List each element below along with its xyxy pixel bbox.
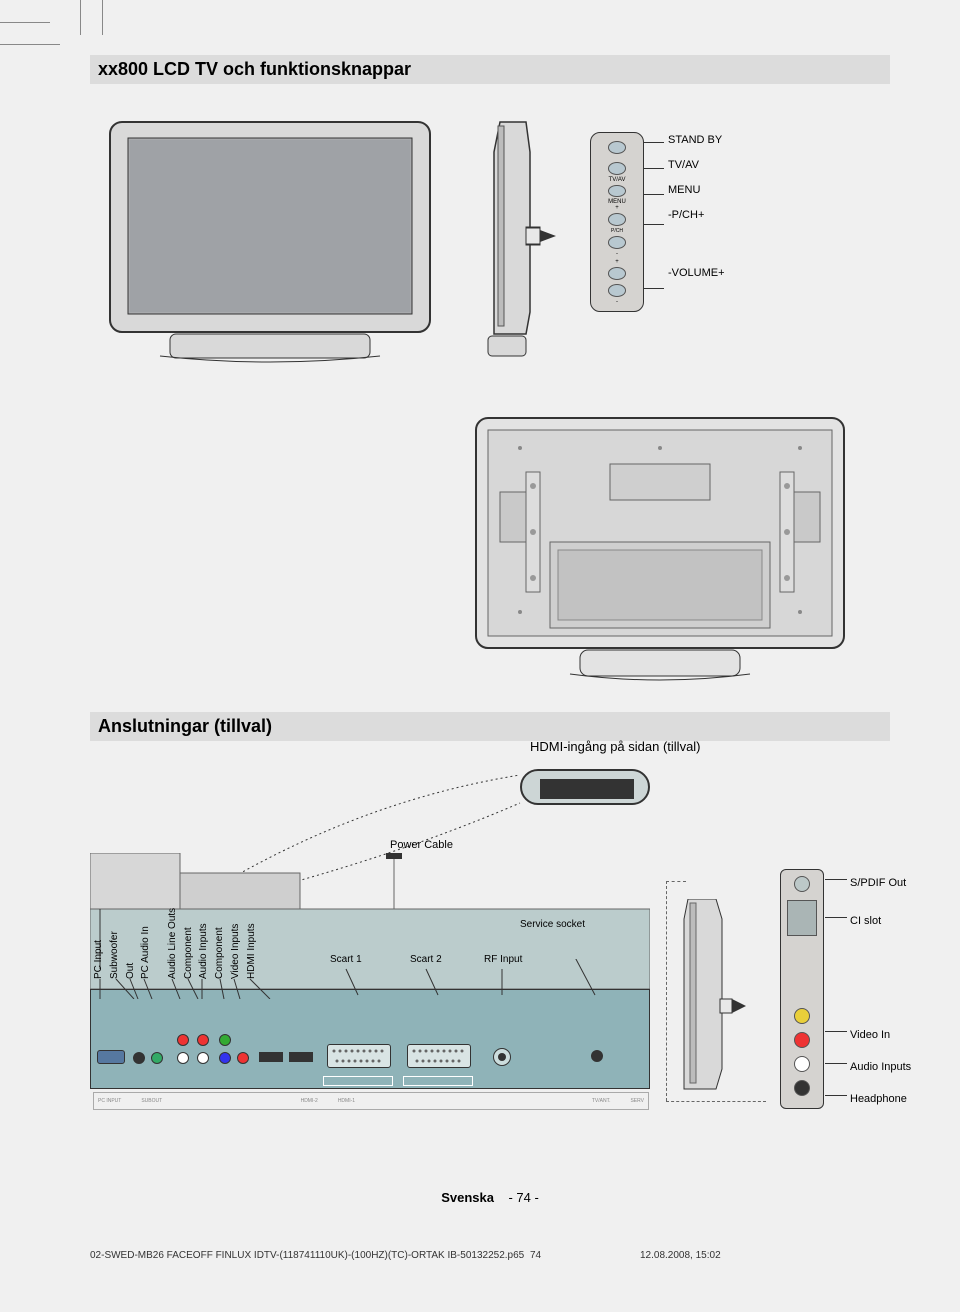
standby-label: STAND BY (668, 134, 725, 146)
leader (825, 1095, 847, 1096)
leader (825, 879, 847, 880)
rf-label: RF Input (484, 954, 522, 965)
vlabel-video-inputs: Video Inputs (230, 889, 241, 979)
crop-mark (102, 0, 103, 35)
heading-2: Anslutningar (tillval) (90, 712, 890, 741)
vlabel-subwoofer: Subwoofer (109, 889, 120, 979)
leader (644, 142, 664, 143)
vlabel-comp-video: Component (214, 889, 225, 979)
plus-label: + (615, 205, 619, 211)
pch-label: -P/CH+ (668, 209, 725, 221)
spdif-jack-icon (794, 876, 810, 892)
spdif-label: S/PDIF Out (850, 877, 906, 889)
tvav-inline-label: TV/AV (609, 177, 626, 183)
tv-back-diagram (470, 412, 850, 692)
hdmi-port-diagram (520, 769, 650, 805)
page-content: xx800 LCD TV och funktionsknappar (90, 55, 890, 1189)
tv-front-diagram (100, 112, 440, 372)
section-line (666, 881, 667, 1101)
pch-button-icon (608, 213, 626, 226)
vertical-labels: PC Input Subwoofer Out PC Audio In Audio… (92, 889, 258, 982)
pch-inline-label: P/CH (611, 228, 623, 234)
vlabel-audio-inputs: Audio Inputs (198, 889, 209, 979)
leader (644, 168, 664, 169)
tvav-button-icon (608, 162, 626, 175)
vlabel-comp-audio: Component (183, 889, 194, 979)
audio-l-jack-icon (794, 1032, 810, 1048)
leader (644, 288, 664, 289)
vol-down-button-icon (608, 284, 626, 297)
vol-up-button-icon (608, 267, 626, 280)
minus2-label: - (616, 299, 618, 305)
volume-label: -VOLUME+ (668, 267, 725, 279)
crop-mark (0, 44, 60, 45)
menu-label: MENU (668, 184, 725, 196)
leader (644, 224, 664, 225)
leader (644, 194, 664, 195)
side-profile-diagram (680, 899, 750, 1099)
vlabel-pc-audio-in: PC Audio In (140, 889, 151, 979)
scart2-label: Scart 2 (410, 954, 442, 965)
video-in-jack-icon (794, 1008, 810, 1024)
video-in-label: Video In (850, 1029, 890, 1041)
connector-panel (90, 989, 650, 1089)
hdmi-side-label: HDMI-ingång på sidan (tillval) (530, 739, 701, 754)
tv-back-row (90, 412, 890, 712)
crop-mark (80, 0, 81, 35)
section-line (666, 881, 686, 882)
tv-side-diagram (480, 112, 560, 372)
vlabel-pc-input: PC Input (93, 889, 104, 979)
footer-meta-left: 02-SWED-MB26 FACEOFF FINLUX IDTV-(118741… (90, 1250, 524, 1261)
page-footer: Svenska - 74 - (90, 1190, 890, 1205)
pch-down-button-icon (608, 236, 626, 249)
button-panel: TV/AV MENU + P/CH - + - (590, 132, 644, 312)
section-line (666, 1101, 766, 1102)
bottom-port-labels: PC INPUT SUBOUT HDMI-2 HDMI-1 TV/ANT. SE… (93, 1092, 649, 1110)
footer-lang: Svenska (441, 1190, 494, 1205)
tv-front-row: TV/AV MENU + P/CH - + - STAND BY TV/AV M… (90, 102, 890, 412)
audio-r-jack-icon (794, 1056, 810, 1072)
button-labels: STAND BY TV/AV MENU -P/CH+ -VOLUME+ (668, 132, 725, 312)
plus2-label: + (615, 259, 619, 265)
scart1-label: Scart 1 (330, 954, 362, 965)
leader (825, 917, 847, 918)
crop-mark (0, 22, 50, 23)
service-label: Service socket (520, 919, 585, 930)
heading-1: xx800 LCD TV och funktionsknappar (90, 55, 890, 84)
standby-button-icon (608, 141, 626, 154)
footer-meta-right: 12.08.2008, 15:02 (640, 1250, 721, 1261)
leader (825, 1063, 847, 1064)
vlabel-audio-line-outs: Audio Line Outs (167, 889, 178, 979)
headphone-label: Headphone (850, 1093, 907, 1105)
vlabel-out: Out (125, 889, 136, 979)
menu-button-icon (608, 185, 626, 198)
tvav-label: TV/AV (668, 159, 725, 171)
button-panel-group: TV/AV MENU + P/CH - + - STAND BY TV/AV M… (590, 132, 725, 312)
side-jack-panel (780, 869, 824, 1109)
vlabel-hdmi-inputs: HDMI Inputs (246, 889, 257, 979)
ci-label: CI slot (850, 915, 881, 927)
footer-page-num: - 74 - (508, 1190, 538, 1205)
minus-label: - (616, 251, 618, 257)
power-cable-label: Power Cable (390, 839, 453, 851)
leader (825, 1031, 847, 1032)
footer-meta-pagenum: 74 (530, 1250, 541, 1261)
audio-in-label: Audio Inputs (850, 1061, 911, 1073)
headphone-jack-icon (794, 1080, 810, 1096)
connections-row: HDMI-ingång på sidan (tillval) Power Cab… (90, 759, 890, 1189)
ci-slot-icon (787, 900, 817, 936)
